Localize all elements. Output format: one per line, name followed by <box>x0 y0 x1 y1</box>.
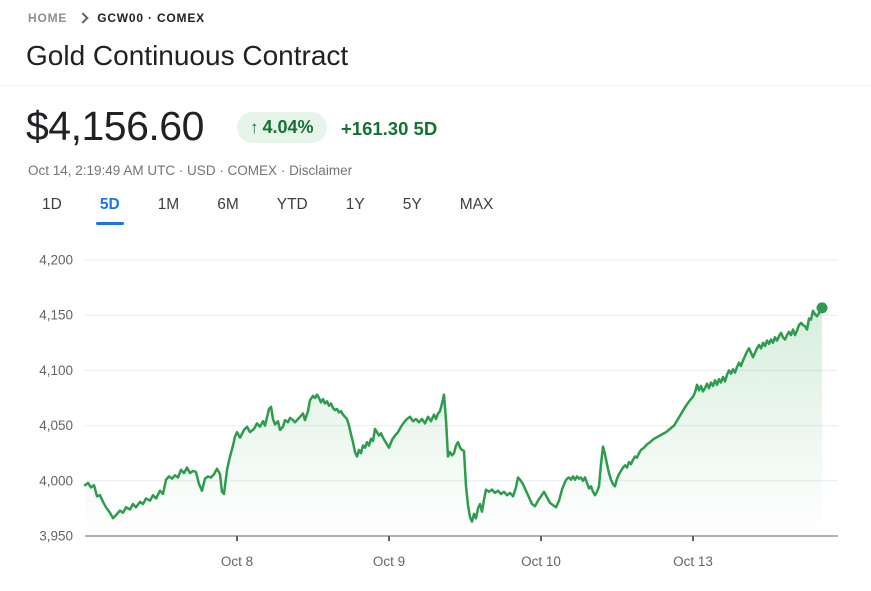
y-axis-label: 4,000 <box>39 473 73 488</box>
chevron-right-icon <box>77 12 89 24</box>
y-axis-label: 4,150 <box>39 308 73 323</box>
tab-max[interactable]: MAX <box>460 196 494 225</box>
price-value: $4,156.60 <box>26 103 204 149</box>
header-divider <box>0 85 871 86</box>
tab-1m[interactable]: 1M <box>158 196 180 225</box>
tab-label: 1D <box>42 196 62 213</box>
x-axis-label: Oct 8 <box>221 554 253 569</box>
y-axis-label: 4,100 <box>39 363 73 378</box>
area-fill <box>85 307 822 536</box>
breadcrumb: HOME GCW00 · COMEX <box>28 11 205 25</box>
page-title: Gold Continuous Contract <box>26 40 349 71</box>
tab-label: 1M <box>157 196 180 213</box>
latest-price-dot <box>816 302 828 314</box>
tab-label: 5D <box>99 196 120 213</box>
change-percent-badge: ↑ 4.04% <box>237 112 327 143</box>
price-line <box>83 306 824 523</box>
change-absolute: +161.30 5D <box>341 118 438 139</box>
breadcrumb-home-link[interactable]: HOME <box>28 11 68 25</box>
tab-ytd[interactable]: YTD <box>277 196 308 225</box>
tab-label: 1Y <box>345 196 365 213</box>
active-tab-underline <box>95 222 124 225</box>
y-axis-label: 4,050 <box>39 418 73 433</box>
tab-label: MAX <box>459 196 494 213</box>
quote-meta: Oct 14, 2:19:49 AM UTC · USD · COMEX · D… <box>28 163 352 178</box>
change-percent: 4.04% <box>262 117 314 137</box>
disclaimer-link[interactable]: Disclaimer <box>289 163 353 178</box>
tab-5y[interactable]: 5Y <box>403 196 422 225</box>
up-arrow-icon: ↑ <box>250 117 259 137</box>
tab-label: 5Y <box>402 196 422 213</box>
y-axis-label: 3,950 <box>39 529 73 544</box>
y-axis-label: 4,200 <box>39 253 73 268</box>
tab-label: 6M <box>217 196 239 213</box>
quote-meta-text: Oct 14, 2:19:49 AM UTC · USD · COMEX · <box>28 163 290 178</box>
tab-1d[interactable]: 1D <box>42 196 62 225</box>
range-tabs: 1D 5D 1M 6M YTD 1Y 5Y MAX <box>42 196 493 225</box>
x-axis-label: Oct 10 <box>521 554 561 569</box>
x-axis-label: Oct 9 <box>373 554 405 569</box>
tab-6m[interactable]: 6M <box>217 196 239 225</box>
tab-label: YTD <box>276 196 308 213</box>
x-axis-label: Oct 13 <box>673 554 713 569</box>
tab-1y[interactable]: 1Y <box>346 196 365 225</box>
tab-5d[interactable]: 5D <box>95 196 124 225</box>
breadcrumb-symbol: GCW00 · COMEX <box>97 11 205 25</box>
